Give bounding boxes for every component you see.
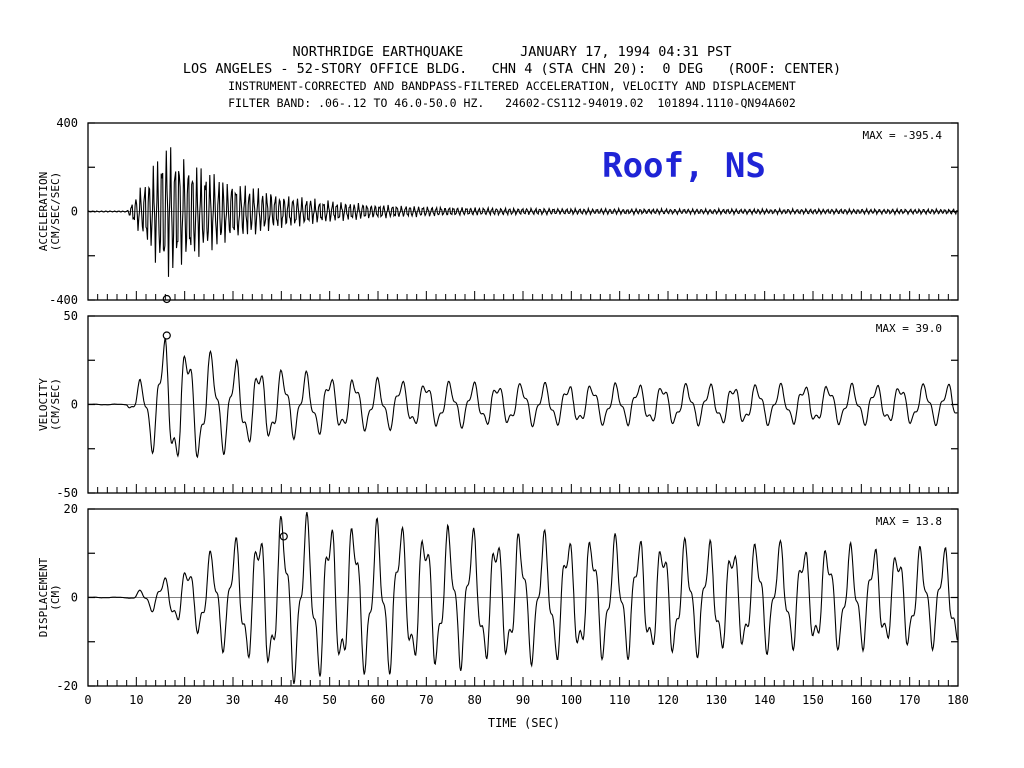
x-tick-label: 30: [226, 693, 240, 707]
x-tick-label: 80: [467, 693, 481, 707]
y-tick-label: 50: [64, 309, 78, 323]
y-axis-label: DISPLACEMENT(CM): [37, 557, 62, 637]
peak-marker: [162, 294, 171, 304]
x-tick-label: 60: [371, 693, 385, 707]
trace-line: [87, 147, 958, 277]
header-line-2: LOS ANGELES - 52-STORY OFFICE BLDG. CHN …: [182, 61, 842, 77]
x-tick-label: 110: [609, 693, 631, 707]
y-tick-label: -400: [49, 293, 78, 307]
peak-marker: [162, 331, 171, 340]
x-tick-label: 180: [947, 693, 969, 707]
chart-header: NORTHRIDGE EARTHQUAKE JANUARY 17, 1994 0…: [0, 44, 1024, 112]
overlay-label: Roof, NS: [602, 146, 766, 186]
trace-line: [88, 338, 958, 459]
header-line-3: INSTRUMENT-CORRECTED AND BANDPASS-FILTER…: [228, 79, 796, 93]
header-line-4: FILTER BAND: .06-.12 TO 46.0-50.0 HZ. 24…: [228, 96, 796, 110]
y-tick-label: 0: [71, 205, 78, 219]
y-axis-label: ACCELERATION(CM/SEC/SEC): [37, 172, 62, 251]
x-tick-label: 150: [802, 693, 824, 707]
panel-3: 20 0 -20 DISPLACEMENT(CM) MAX = 13.8: [37, 502, 959, 693]
x-tick-label: 130: [705, 693, 727, 707]
x-tick-label: 100: [560, 693, 582, 707]
chart-panels: 400 0 -400 ACCELERATION(CM/SEC/SEC) MAX = -3…: [37, 116, 959, 693]
panel-1: 400 0 -400 ACCELERATION(CM/SEC/SEC) MAX = -3…: [37, 116, 959, 307]
x-tick-label: 20: [177, 693, 191, 707]
max-label: MAX = 39.0: [876, 322, 942, 335]
x-tick-label: 140: [754, 693, 776, 707]
y-axis-label: VELOCITY(CM/SEC): [37, 378, 62, 431]
x-tick-label: 70: [419, 693, 433, 707]
y-tick-label: -20: [56, 679, 78, 693]
x-axis-label: TIME (SEC): [488, 716, 560, 730]
header-line-1: NORTHRIDGE EARTHQUAKE JANUARY 17, 1994 0…: [292, 44, 732, 60]
max-label: MAX = -395.4: [863, 129, 943, 142]
x-tick-label: 40: [274, 693, 288, 707]
y-tick-label: 400: [56, 116, 78, 130]
x-tick-label: 170: [899, 693, 921, 707]
time-axis: 0 10 20 30 40 50 60 70 80 90 100 110 120 130 140 150 160…: [84, 693, 968, 707]
x-tick-label: 10: [129, 693, 143, 707]
x-tick-label: 0: [84, 693, 91, 707]
panel-2: 50 0 -50 VELOCITY(CM/SEC) MAX = 39.0: [37, 309, 959, 500]
y-tick-label: -50: [56, 486, 78, 500]
max-label: MAX = 13.8: [876, 515, 942, 528]
x-tick-label: 160: [850, 693, 872, 707]
x-tick-label: 90: [516, 693, 530, 707]
peak-marker: [279, 532, 288, 541]
x-tick-label: 120: [657, 693, 679, 707]
y-tick-label: 0: [71, 591, 78, 605]
x-tick-label: 50: [322, 693, 336, 707]
y-tick-label: 0: [71, 398, 78, 412]
y-tick-label: 20: [64, 502, 78, 516]
trace-line: [88, 511, 958, 685]
